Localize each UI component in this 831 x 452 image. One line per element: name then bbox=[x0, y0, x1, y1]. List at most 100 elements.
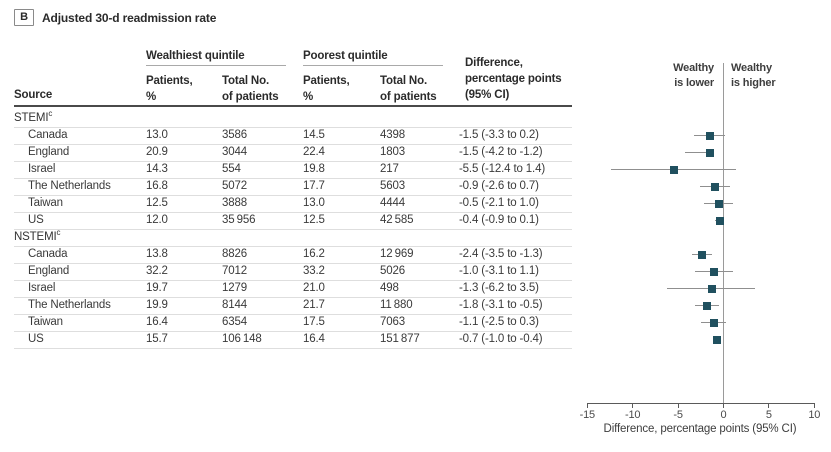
cell-difference: -1.0 (-3.1 to 1.1) bbox=[459, 265, 539, 277]
forest-marker-stemi-taiwan bbox=[714, 199, 723, 208]
plot-label-wealthy-higher: Wealthy is higher bbox=[731, 62, 776, 89]
table-header-rule bbox=[14, 105, 572, 107]
cell-poor-total: 4444 bbox=[380, 197, 405, 209]
col-header-poor-total: Total No. of patients bbox=[380, 75, 437, 103]
cell-wealthy-total: 554 bbox=[222, 163, 241, 175]
table-row-nstemi-taiwan: Taiwan 16.4 6354 17.5 7063 -1.1 (-2.5 to 0.3) bbox=[14, 314, 572, 332]
cell-poor-pct: 22.4 bbox=[303, 146, 325, 158]
cell-poor-total: 7063 bbox=[380, 316, 405, 328]
table-row-stemi-israel: Israel 14.3 554 19.8 217 -5.5 (-12.4 to 1.4) bbox=[14, 161, 572, 179]
cell-poor-total: 5026 bbox=[380, 265, 405, 277]
cell-poor-total: 5603 bbox=[380, 180, 405, 192]
panel-letter-badge: B bbox=[14, 9, 34, 26]
cell-poor-total: 151 877 bbox=[380, 333, 420, 345]
forest-marker-stemi-israel bbox=[669, 165, 678, 174]
table-row-stemi-england: England 20.9 3044 22.4 1803 -1.5 (-4.2 to -1.… bbox=[14, 144, 572, 162]
col-header-difference: Difference, percentage points (95% CI) bbox=[465, 57, 562, 101]
cell-source: US bbox=[28, 333, 44, 345]
cell-poor-pct: 13.0 bbox=[303, 197, 325, 209]
forest-marker-stemi-canada bbox=[705, 131, 714, 140]
cell-wealthy-pct: 19.7 bbox=[146, 282, 168, 294]
x-axis-tick bbox=[586, 403, 588, 408]
cell-poor-pct: 12.5 bbox=[303, 214, 325, 226]
cell-poor-total: 1803 bbox=[380, 146, 405, 158]
table-row-nstemi-england: England 32.2 7012 33.2 5026 -1.0 (-3.1 to 1.1… bbox=[14, 263, 572, 281]
cell-source: England bbox=[28, 265, 70, 277]
x-axis-tick bbox=[632, 403, 634, 408]
cell-poor-pct: 16.2 bbox=[303, 248, 325, 260]
wealthiest-group-underline bbox=[146, 65, 286, 66]
cell-wealthy-pct: 16.8 bbox=[146, 180, 168, 192]
col-header-poor-patients-pct: Patients, % bbox=[303, 75, 350, 103]
forest-marker-nstemi-us bbox=[713, 335, 722, 344]
forest-marker-nstemi-canada bbox=[697, 250, 706, 259]
cell-poor-total: 217 bbox=[380, 163, 399, 175]
forest-marker-stemi-us bbox=[715, 216, 724, 225]
cell-wealthy-pct: 13.8 bbox=[146, 248, 168, 260]
cell-source: The Netherlands bbox=[28, 299, 111, 311]
col-header-wealthy-patients-pct: Patients, % bbox=[146, 75, 193, 103]
cell-source: Taiwan bbox=[28, 197, 63, 209]
plot-label-wealthy-lower: Wealthy is lower bbox=[673, 62, 714, 89]
cell-poor-total: 12 969 bbox=[380, 248, 414, 260]
cell-difference: -1.5 (-4.2 to -1.2) bbox=[459, 146, 543, 158]
forest-marker-nstemi-israel bbox=[707, 284, 716, 293]
cell-wealthy-total: 8826 bbox=[222, 248, 247, 260]
col-header-source: Source bbox=[14, 89, 53, 101]
table-row-stemi-the-netherlands: The Netherlands 16.8 5072 17.7 5603 -0.9 (-2.… bbox=[14, 178, 572, 196]
cell-poor-pct: 21.7 bbox=[303, 299, 325, 311]
x-axis-tick-label: 10 bbox=[808, 409, 821, 421]
x-axis-tick-label: -5 bbox=[673, 409, 683, 421]
cell-wealthy-total: 6354 bbox=[222, 316, 247, 328]
cell-source: Taiwan bbox=[28, 316, 63, 328]
cell-wealthy-total: 106 148 bbox=[222, 333, 262, 345]
cell-wealthy-total: 8144 bbox=[222, 299, 247, 311]
panel-title: Adjusted 30-d readmission rate bbox=[42, 11, 217, 25]
cell-difference: -2.4 (-3.5 to -1.3) bbox=[459, 248, 543, 260]
cell-wealthy-total: 1279 bbox=[222, 282, 247, 294]
table-section-row-nstemi: NSTEMIc bbox=[14, 229, 572, 247]
cell-source: Israel bbox=[28, 282, 56, 294]
cell-difference: -0.7 (-1.0 to -0.4) bbox=[459, 333, 543, 345]
cell-source: The Netherlands bbox=[28, 180, 111, 192]
table-row-stemi-taiwan: Taiwan 12.5 3888 13.0 4444 -0.5 (-2.1 to 1.0) bbox=[14, 195, 572, 213]
cell-wealthy-pct: 14.3 bbox=[146, 163, 168, 175]
cell-wealthy-pct: 12.0 bbox=[146, 214, 168, 226]
x-axis-tick bbox=[723, 403, 724, 408]
cell-wealthy-pct: 12.5 bbox=[146, 197, 168, 209]
section-label-stemi: STEMIc bbox=[14, 109, 53, 124]
cell-difference: -0.9 (-2.6 to 0.7) bbox=[459, 180, 539, 192]
cell-source: Canada bbox=[28, 248, 68, 260]
forest-marker-stemi-england bbox=[705, 148, 714, 157]
forest-marker-nstemi-taiwan bbox=[709, 318, 718, 327]
cell-wealthy-total: 35 956 bbox=[222, 214, 256, 226]
zero-reference-line bbox=[723, 63, 724, 403]
cell-poor-pct: 17.5 bbox=[303, 316, 325, 328]
x-axis-tick-label: 5 bbox=[765, 409, 772, 421]
x-axis-tick bbox=[813, 403, 815, 408]
forest-marker-nstemi-the-netherlands bbox=[703, 301, 712, 310]
cell-wealthy-total: 3888 bbox=[222, 197, 247, 209]
cell-wealthy-pct: 15.7 bbox=[146, 333, 168, 345]
x-axis-tick bbox=[768, 403, 770, 408]
cell-source: England bbox=[28, 146, 70, 158]
section-label-nstemi: NSTEMIc bbox=[14, 228, 61, 243]
cell-wealthy-pct: 13.0 bbox=[146, 129, 168, 141]
cell-wealthy-pct: 20.9 bbox=[146, 146, 168, 158]
cell-poor-total: 42 585 bbox=[380, 214, 414, 226]
cell-wealthy-total: 3586 bbox=[222, 129, 247, 141]
cell-poor-total: 498 bbox=[380, 282, 399, 294]
x-axis-tick-label: -10 bbox=[624, 409, 641, 421]
column-group-wealthiest: Wealthiest quintile bbox=[146, 50, 245, 62]
cell-poor-pct: 33.2 bbox=[303, 265, 325, 277]
x-axis-line bbox=[587, 403, 815, 404]
cell-poor-pct: 17.7 bbox=[303, 180, 325, 192]
cell-poor-total: 4398 bbox=[380, 129, 405, 141]
cell-poor-pct: 19.8 bbox=[303, 163, 325, 175]
col-header-wealthy-total: Total No. of patients bbox=[222, 75, 279, 103]
cell-wealthy-total: 5072 bbox=[222, 180, 247, 192]
table-row-nstemi-the-netherlands: The Netherlands 19.9 8144 21.7 11 880 -1.8 (-… bbox=[14, 297, 572, 315]
cell-poor-pct: 16.4 bbox=[303, 333, 325, 345]
cell-difference: -1.1 (-2.5 to 0.3) bbox=[459, 316, 539, 328]
